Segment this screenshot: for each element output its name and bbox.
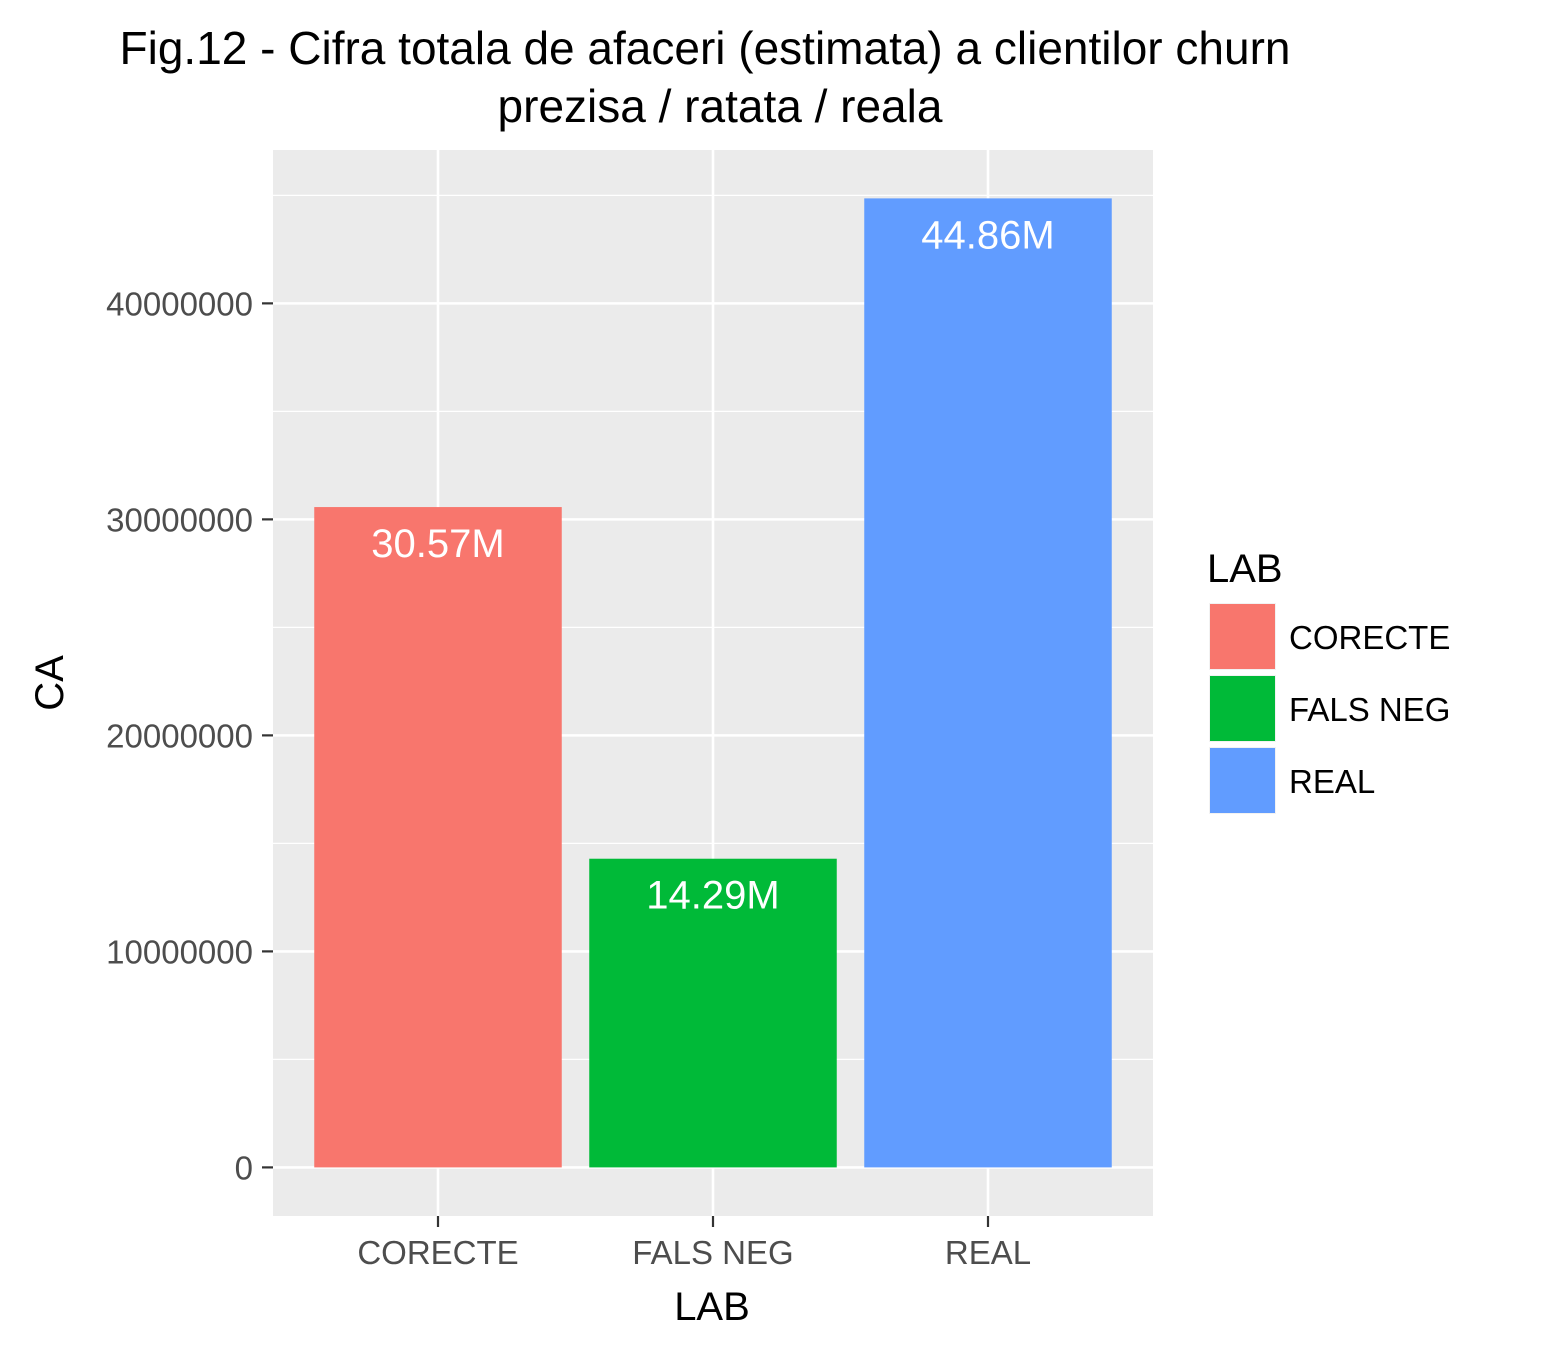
legend-items: CORECTE FALS NEG REAL [1209, 603, 1450, 814]
bars-group [314, 198, 1112, 1168]
y-axis-title: CA [28, 655, 72, 711]
bar [864, 198, 1112, 1168]
bar-value-label: 30.57M [371, 522, 504, 566]
x-axis-title: LAB [674, 1285, 750, 1329]
y-tick-label: 10000000 [106, 933, 253, 970]
x-tick-label: REAL [945, 1234, 1031, 1271]
legend-label: REAL [1289, 763, 1375, 800]
data-labels-group: 30.57M 14.29M 44.86M [371, 213, 1054, 917]
legend-swatch [1210, 604, 1275, 669]
y-tick-label: 0 [235, 1149, 253, 1186]
y-axis: 0 10000000 20000000 30000000 40000000 [106, 285, 273, 1186]
legend-label: CORECTE [1289, 619, 1450, 656]
x-tick-label: CORECTE [357, 1234, 518, 1271]
x-tick-label: FALS NEG [632, 1234, 793, 1271]
bar [589, 858, 837, 1168]
legend-swatch [1210, 748, 1275, 813]
y-tick-label: 30000000 [106, 501, 253, 538]
legend: LAB CORECTE FALS NEG REAL [1207, 547, 1450, 814]
legend-swatch [1210, 676, 1275, 741]
legend-label: FALS NEG [1289, 691, 1450, 728]
bar-value-label: 44.86M [921, 213, 1054, 257]
chart-title: Fig.12 - Cifra totala de afaceri (estima… [120, 22, 1291, 74]
y-tick-label: 40000000 [106, 285, 253, 322]
bar-value-label: 14.29M [646, 874, 779, 918]
chart-subtitle: prezisa / ratata / reala [498, 80, 943, 132]
y-tick-label: 20000000 [106, 717, 253, 754]
legend-title: LAB [1207, 547, 1283, 591]
bar [314, 507, 562, 1168]
x-axis: CORECTE FALS NEG REAL [357, 1216, 1031, 1271]
